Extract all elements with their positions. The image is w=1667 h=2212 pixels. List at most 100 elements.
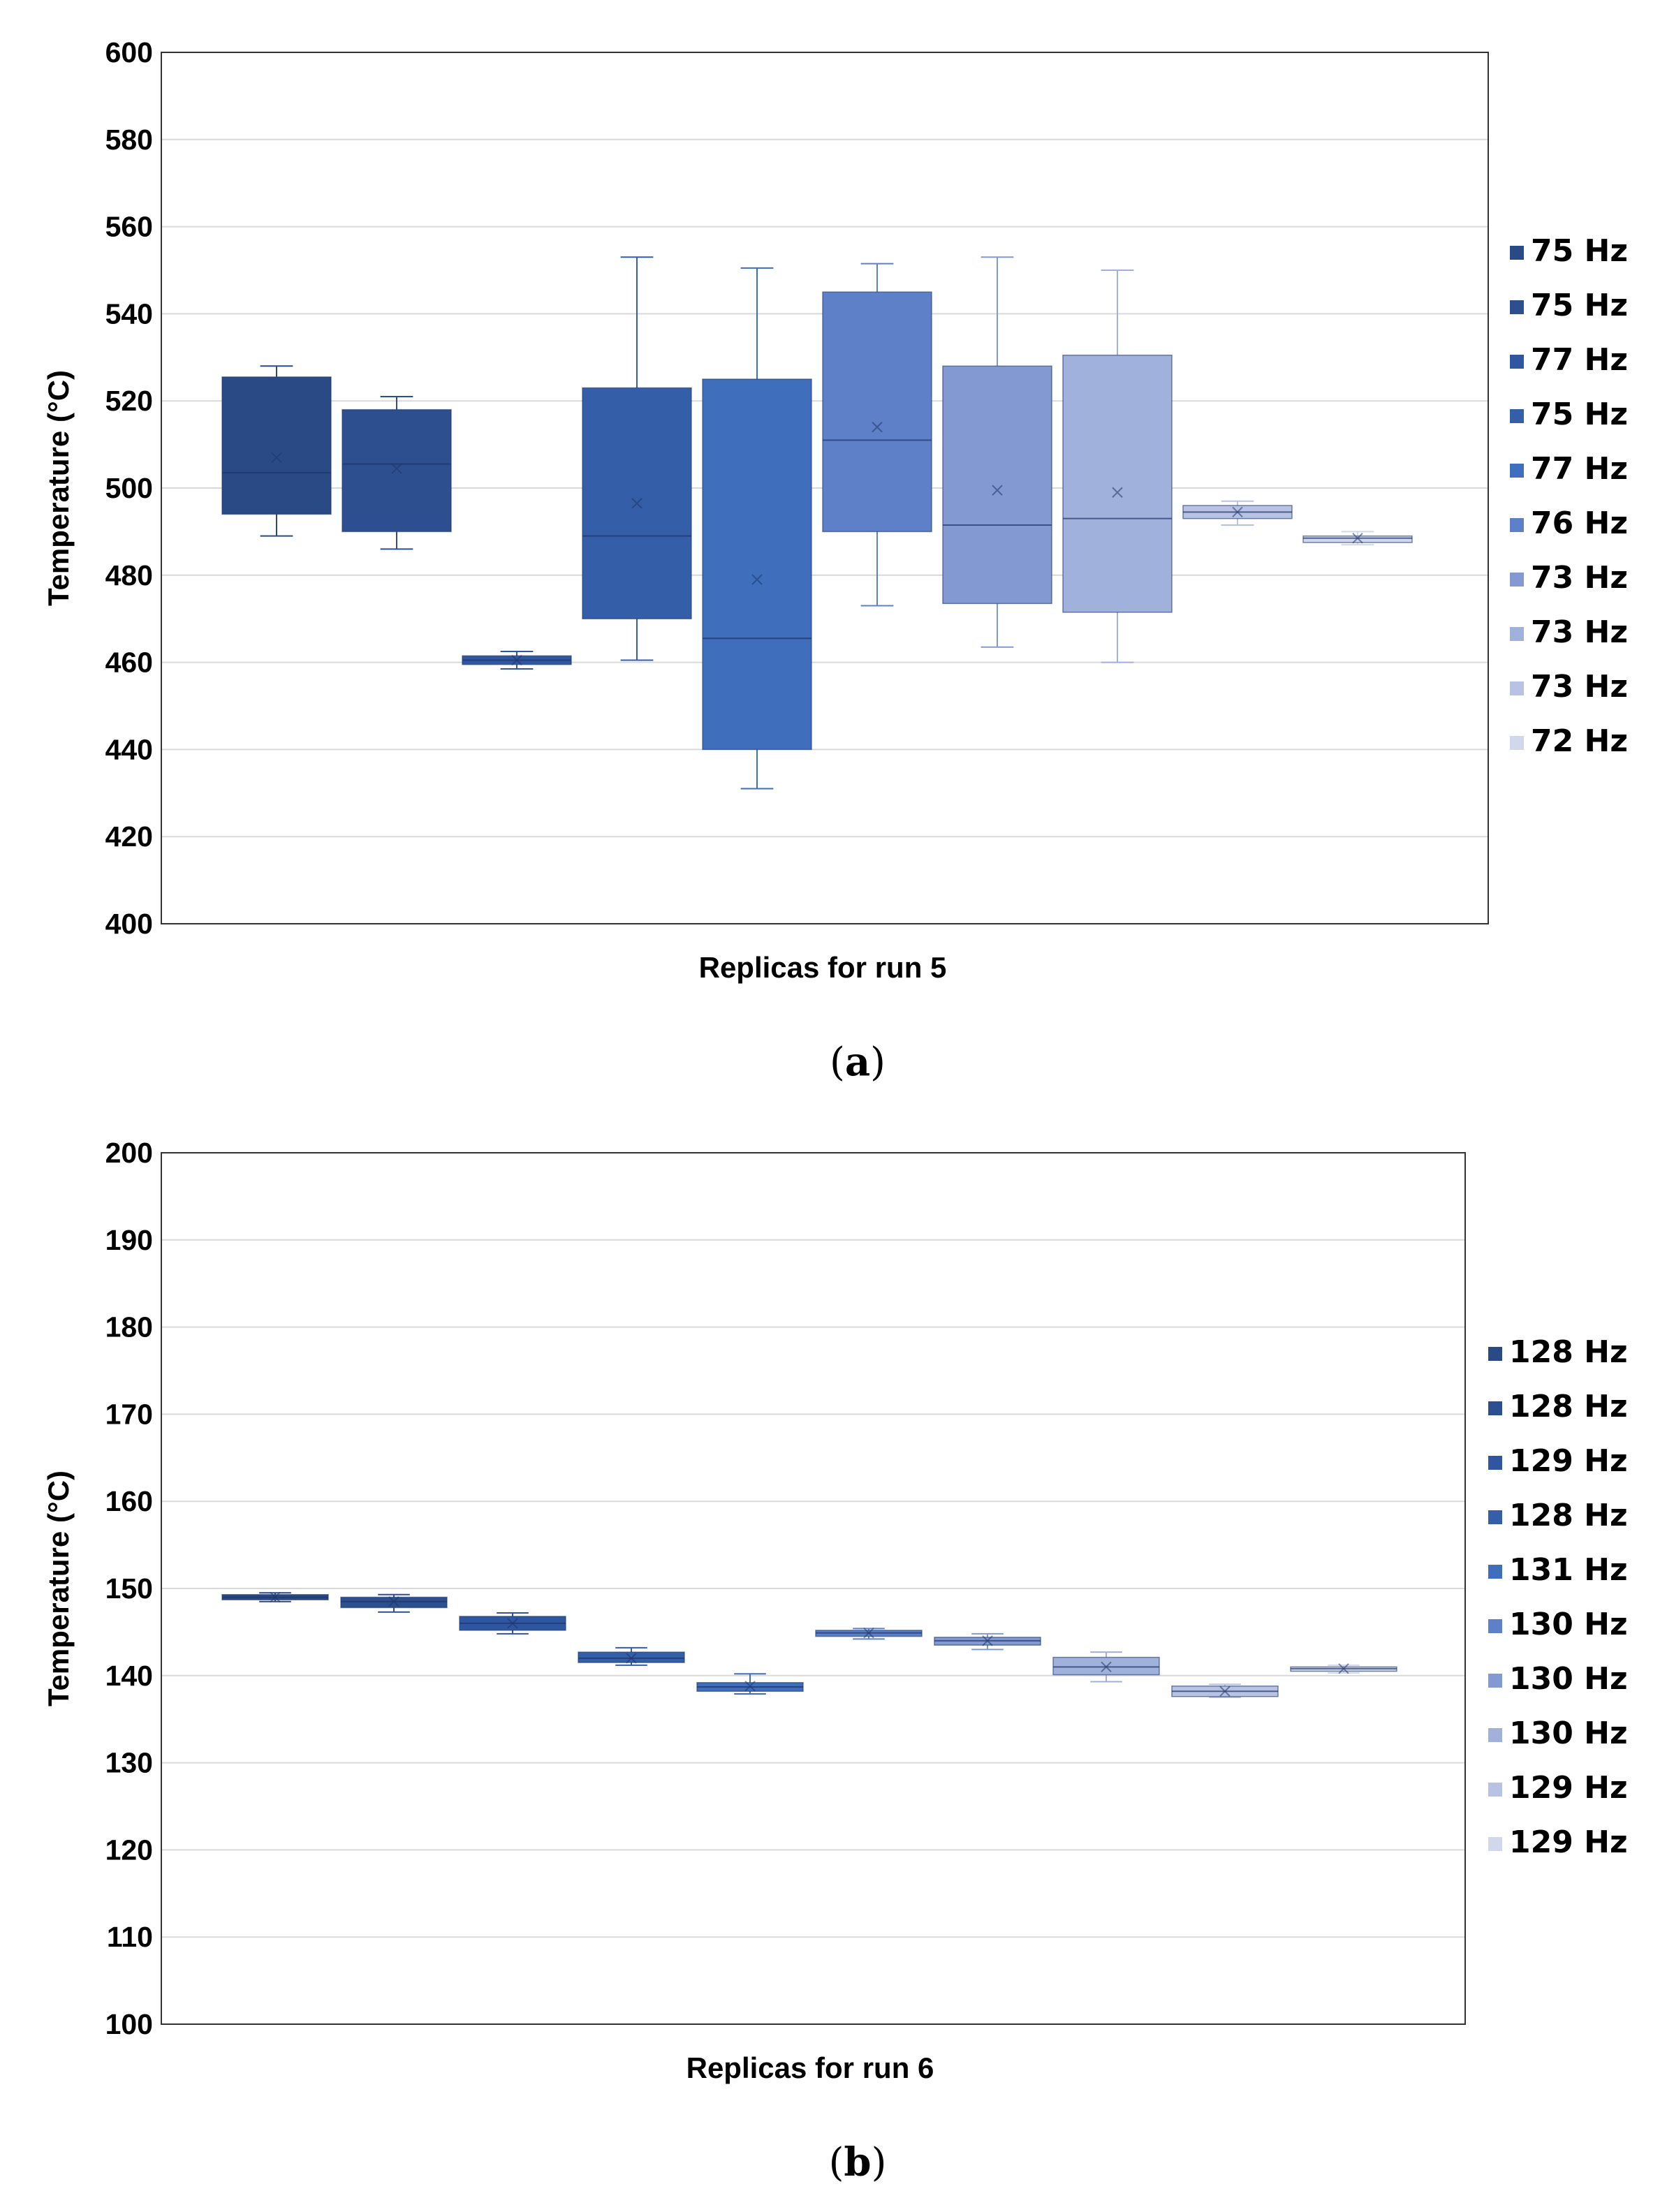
mean-marker bbox=[992, 485, 1003, 496]
grid-b bbox=[161, 1239, 1465, 1938]
legend-swatch bbox=[1510, 464, 1524, 478]
y-tick-label: 520 bbox=[105, 385, 153, 417]
legend-label: 129 Hz bbox=[1509, 1824, 1628, 1860]
mean-marker bbox=[751, 574, 763, 585]
legend-item: 75 Hz bbox=[1510, 397, 1628, 432]
x-axis-title-b: Replicas for run 6 bbox=[686, 2051, 934, 2084]
caption-letter-a: a bbox=[845, 1039, 870, 1085]
box-body bbox=[342, 408, 452, 533]
box-5 bbox=[702, 267, 812, 790]
mean-marker bbox=[1352, 533, 1363, 544]
mean-marker bbox=[511, 654, 522, 666]
box-body bbox=[702, 378, 812, 751]
legend-label: 72 Hz bbox=[1531, 723, 1628, 759]
x-axis-title-a: Replicas for run 5 bbox=[699, 951, 947, 984]
mean-marker bbox=[744, 1681, 756, 1692]
caption-a: (a) bbox=[830, 1039, 886, 1085]
y-tick-label: 140 bbox=[105, 1660, 153, 1692]
legend-a: 75 Hz 75 Hz 77 Hz 75 Hz 77 Hz 76 Hz 73 Hz 73 Hz… bbox=[1510, 233, 1628, 759]
y-tick-label: 160 bbox=[105, 1485, 153, 1517]
legend-item: 77 Hz bbox=[1510, 342, 1628, 378]
mean-marker bbox=[872, 421, 883, 433]
legend-swatch bbox=[1488, 1510, 1502, 1524]
legend-swatch bbox=[1510, 355, 1524, 369]
mean-marker bbox=[507, 1618, 518, 1629]
legend-label: 128 Hz bbox=[1509, 1498, 1628, 1533]
y-tick-label: 200 bbox=[105, 1137, 153, 1169]
mean-marker bbox=[626, 1653, 637, 1664]
box-3 bbox=[462, 651, 572, 670]
legend-b: 128 Hz 128 Hz 129 Hz 128 Hz 131 Hz 130 Hz 130 … bbox=[1488, 1334, 1628, 1860]
legend-swatch bbox=[1510, 573, 1524, 587]
legend-swatch bbox=[1488, 1456, 1502, 1470]
mean-marker bbox=[1219, 1686, 1231, 1697]
legend-item: 128 Hz bbox=[1488, 1389, 1628, 1424]
legend-swatch bbox=[1510, 246, 1524, 260]
legend-swatch bbox=[1510, 681, 1524, 695]
legend-item: 130 Hz bbox=[1488, 1716, 1628, 1751]
legend-label: 73 Hz bbox=[1531, 614, 1628, 650]
y-tick-label: 460 bbox=[105, 647, 153, 679]
legend-label: 77 Hz bbox=[1531, 342, 1628, 378]
legend-label: 128 Hz bbox=[1509, 1389, 1628, 1424]
chart-panel-b: 100 110 120 130 140 150 160 170 180 190 200 Temper… bbox=[42, 1137, 1628, 2185]
legend-swatch bbox=[1510, 409, 1524, 423]
legend-label: 129 Hz bbox=[1509, 1770, 1628, 1806]
legend-item: 76 Hz bbox=[1510, 506, 1628, 541]
box-9 bbox=[1171, 1683, 1279, 1698]
y-tick-label: 130 bbox=[105, 1747, 153, 1779]
box-body bbox=[942, 365, 1052, 605]
y-tick-label: 100 bbox=[105, 2008, 153, 2040]
box-body bbox=[1302, 535, 1413, 543]
y-tick-label: 480 bbox=[105, 559, 153, 591]
mean-marker bbox=[631, 498, 642, 509]
legend-label: 75 Hz bbox=[1531, 397, 1628, 432]
caption-letter-b: b bbox=[844, 2139, 871, 2185]
legend-item: 77 Hz bbox=[1510, 451, 1628, 487]
box-7 bbox=[942, 256, 1052, 648]
legend-item: 72 Hz bbox=[1510, 723, 1628, 759]
legend-item: 129 Hz bbox=[1488, 1443, 1628, 1479]
box-body bbox=[822, 291, 932, 533]
box-body bbox=[221, 376, 332, 515]
legend-item: 75 Hz bbox=[1510, 233, 1628, 269]
box-1 bbox=[221, 1591, 329, 1603]
legend-item: 73 Hz bbox=[1510, 669, 1628, 705]
legend-item: 128 Hz bbox=[1488, 1334, 1628, 1370]
box-10 bbox=[1302, 531, 1413, 546]
legend-item: 130 Hz bbox=[1488, 1607, 1628, 1642]
mean-marker bbox=[388, 1596, 399, 1607]
mean-marker bbox=[1232, 506, 1243, 518]
legend-label: 128 Hz bbox=[1509, 1334, 1628, 1370]
legend-swatch bbox=[1488, 1674, 1502, 1688]
legend-item: 128 Hz bbox=[1488, 1498, 1628, 1533]
legend-swatch bbox=[1488, 1619, 1502, 1633]
y-tick-label: 580 bbox=[105, 124, 153, 156]
y-tick-label: 400 bbox=[105, 908, 153, 940]
box-6 bbox=[815, 1627, 923, 1640]
boxes-a bbox=[221, 256, 1413, 790]
y-tick-label: 500 bbox=[105, 472, 153, 504]
legend-swatch bbox=[1510, 300, 1524, 314]
plot-area-a bbox=[161, 52, 1489, 924]
mean-marker bbox=[271, 452, 282, 464]
box-4 bbox=[578, 1646, 685, 1666]
legend-item: 129 Hz bbox=[1488, 1770, 1628, 1806]
legend-item: 131 Hz bbox=[1488, 1552, 1628, 1588]
y-axis-title-a: Temperature (°C) bbox=[42, 370, 75, 606]
y-axis-title-b: Temperature (°C) bbox=[42, 1470, 75, 1706]
legend-swatch bbox=[1488, 1837, 1502, 1851]
legend-item: 75 Hz bbox=[1510, 288, 1628, 323]
y-tick-label: 420 bbox=[105, 820, 153, 853]
boxes-b bbox=[221, 1591, 1397, 1698]
legend-item: 129 Hz bbox=[1488, 1824, 1628, 1860]
y-tick-label: 180 bbox=[105, 1311, 153, 1343]
caption-b: (b) bbox=[829, 2139, 887, 2185]
y-tick-label: 600 bbox=[105, 36, 153, 68]
legend-label: 130 Hz bbox=[1509, 1661, 1628, 1697]
legend-swatch bbox=[1488, 1783, 1502, 1797]
legend-swatch bbox=[1488, 1401, 1502, 1415]
legend-label: 76 Hz bbox=[1531, 506, 1628, 541]
box-6 bbox=[822, 263, 932, 607]
